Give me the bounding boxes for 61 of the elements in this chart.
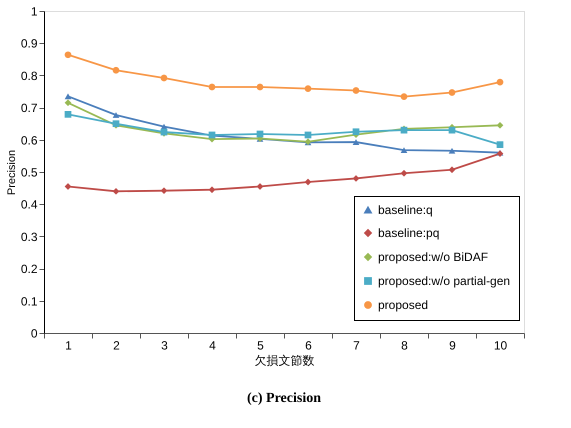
point [112, 112, 120, 118]
x-tick-label: 5 [257, 338, 264, 352]
legend-label: baseline:q [378, 203, 433, 217]
point [352, 128, 360, 136]
point [400, 93, 408, 100]
x-tick-label: 10 [494, 338, 508, 352]
y-tick-label: 0.9 [20, 36, 38, 51]
legend-label: baseline:pq [378, 226, 440, 240]
point [64, 99, 72, 106]
point [400, 147, 408, 154]
y-tick-label: 0.7 [20, 101, 38, 116]
x-tick-label: 6 [305, 338, 312, 352]
x-tick-label: 1 [65, 338, 72, 352]
point [208, 186, 216, 194]
point [304, 132, 312, 138]
legend-label: proposed:w/o BiDAF [378, 250, 488, 264]
point [448, 166, 456, 174]
legend-label: proposed:w/o partial-gen [378, 274, 510, 288]
point [208, 84, 216, 90]
point [304, 85, 312, 92]
point [448, 148, 456, 154]
y-tick-label: 0.5 [20, 166, 38, 180]
y-axis-title: Precision [6, 150, 18, 196]
point [160, 187, 168, 194]
y-tick-label: 0.2 [20, 262, 38, 276]
y-tick-label: 0.3 [20, 230, 38, 244]
point [256, 130, 264, 138]
point [64, 93, 72, 100]
y-tick-label: 0.8 [20, 68, 38, 83]
point [448, 89, 456, 96]
point [160, 74, 168, 82]
point [256, 84, 264, 90]
x-tick-label: 7 [353, 338, 360, 352]
point [352, 139, 360, 145]
point [112, 66, 120, 74]
point [352, 87, 360, 94]
point [64, 111, 72, 118]
x-axis-title: 欠損文節数 [254, 354, 314, 368]
point [304, 178, 312, 186]
x-tick-label: 3 [161, 338, 168, 352]
point [496, 141, 504, 148]
point [400, 170, 408, 177]
point [64, 51, 72, 58]
legend-label: proposed [378, 298, 428, 312]
y-tick-label: 0.6 [20, 133, 38, 148]
point [112, 188, 120, 195]
point [496, 78, 504, 86]
x-tick-label: 9 [449, 338, 456, 352]
x-tick-label: 2 [113, 338, 120, 352]
point [448, 126, 456, 134]
y-tick-label: 0.1 [20, 294, 38, 308]
y-tick-label: 1 [30, 4, 38, 18]
point [352, 175, 360, 182]
point [256, 183, 264, 190]
text: (c) Precision [247, 391, 322, 406]
x-tick-label: 8 [401, 338, 408, 352]
x-tick-label: 4 [209, 338, 216, 352]
point [496, 122, 504, 129]
point [64, 183, 72, 190]
y-tick-label: 0 [30, 326, 38, 340]
y-tick-label: 0.4 [20, 198, 38, 212]
